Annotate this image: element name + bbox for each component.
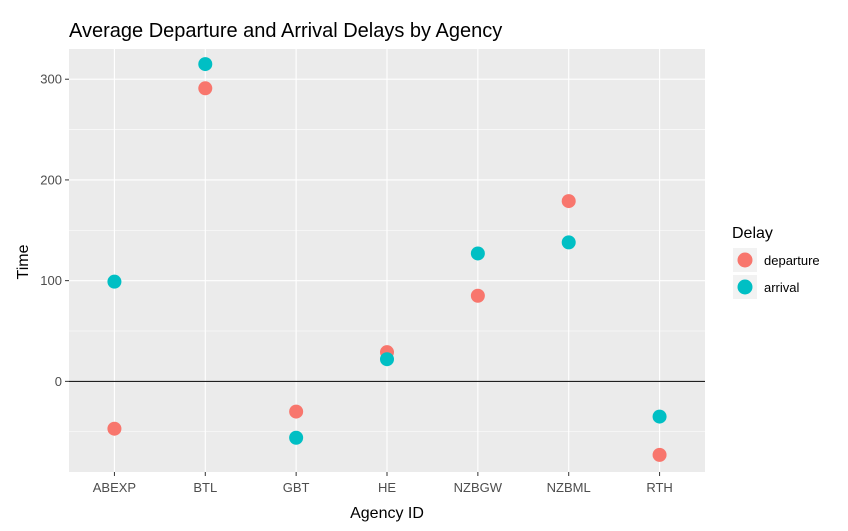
point-departure-gbt	[289, 404, 304, 419]
y-tick-label: 0	[55, 374, 62, 389]
point-arrival-btl	[198, 57, 213, 72]
legend-title: Delay	[732, 225, 773, 242]
x-tick-label: RTH	[646, 480, 672, 495]
legend-key-arrival	[737, 279, 753, 295]
point-departure-btl	[198, 81, 213, 96]
x-tick-label: HE	[378, 480, 396, 495]
x-tick-label: ABEXP	[93, 480, 136, 495]
legend: Delay departure arrival	[732, 225, 820, 299]
chart-title: Average Departure and Arrival Delays by …	[69, 20, 502, 42]
x-tick-label: GBT	[283, 480, 310, 495]
x-tick-label: BTL	[193, 480, 217, 495]
legend-label-departure: departure	[764, 253, 820, 268]
point-departure-nzbgw	[470, 288, 485, 303]
point-arrival-abexp	[107, 274, 122, 289]
y-tick-label: 100	[40, 273, 62, 288]
data-points	[107, 57, 667, 462]
y-tick-label: 200	[40, 172, 62, 187]
point-departure-nzbml	[561, 194, 576, 209]
point-arrival-gbt	[289, 430, 304, 445]
legend-key-departure	[737, 252, 753, 268]
point-departure-rth	[652, 447, 667, 462]
x-tick-label: NZBGW	[454, 480, 503, 495]
point-arrival-rth	[652, 409, 667, 424]
y-tick-label: 300	[40, 72, 62, 87]
legend-label-arrival: arrival	[764, 280, 800, 295]
y-axis-ticks: 0 100 200 300	[40, 72, 69, 389]
x-axis-title: Agency ID	[350, 505, 424, 522]
x-tick-label: NZBML	[547, 480, 591, 495]
y-axis-title: Time	[15, 244, 32, 279]
point-arrival-nzbgw	[470, 246, 485, 261]
point-arrival-he	[380, 352, 394, 367]
point-departure-abexp	[107, 421, 122, 436]
point-arrival-nzbml	[561, 235, 576, 250]
x-axis-ticks: ABEXP BTL GBT HE NZBGW NZBML RTH	[93, 472, 673, 495]
